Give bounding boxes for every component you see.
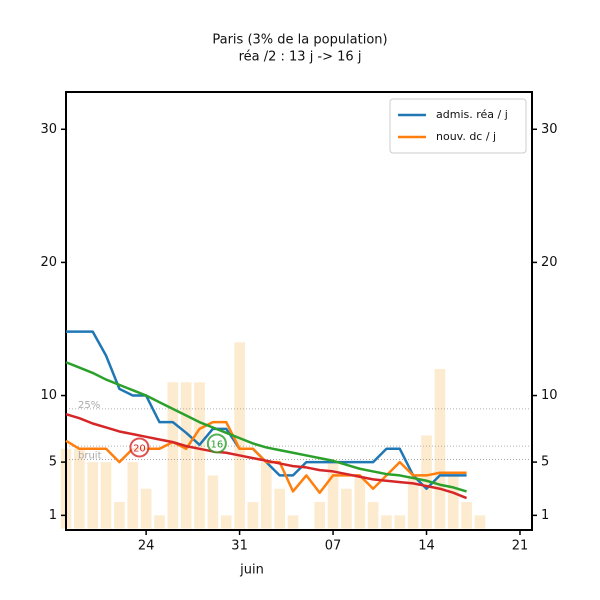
bar	[140, 488, 152, 529]
bar	[180, 382, 192, 529]
bar	[394, 515, 406, 529]
bar	[127, 462, 139, 529]
x-tick-label: 31	[231, 539, 248, 554]
y2-tick-label: 10	[541, 388, 558, 403]
annotation-label: 20	[133, 443, 146, 454]
bar	[434, 368, 446, 529]
bar	[287, 515, 299, 529]
bar	[407, 475, 419, 529]
bar	[381, 515, 392, 529]
bar	[314, 502, 326, 529]
bar	[421, 435, 432, 529]
x-tick-label: 14	[418, 539, 435, 554]
legend-label: admis. réa / j	[436, 108, 508, 121]
bar	[367, 502, 379, 529]
y2-tick-label: 20	[541, 255, 558, 270]
bar	[234, 342, 245, 529]
x-tick-label: 24	[138, 539, 155, 554]
bar	[247, 502, 259, 529]
month-label: juin	[239, 563, 264, 578]
y2-tick-label: 30	[541, 122, 558, 137]
bar	[354, 475, 366, 529]
y2-tick-label: 5	[541, 455, 549, 470]
y-tick-label: 10	[40, 388, 57, 403]
y2-tick-label: 1	[541, 508, 549, 523]
chart-subtitle: réa /2 : 13 j -> 16 j	[239, 50, 362, 65]
y-tick-label: 5	[49, 455, 57, 470]
bar	[114, 502, 125, 529]
x-tick-label: 07	[325, 539, 342, 554]
y-tick-label: 1	[49, 508, 57, 523]
bar	[87, 462, 99, 529]
bar	[74, 448, 85, 529]
bar	[207, 475, 219, 529]
annotation-marker	[129, 437, 150, 458]
bar	[194, 382, 205, 529]
bar	[327, 462, 339, 529]
bar	[154, 515, 165, 529]
reference-label: bruit	[78, 450, 102, 461]
bar	[474, 515, 486, 529]
x-tick-label: 21	[512, 539, 529, 554]
reference-label: 25%	[78, 400, 100, 411]
bar	[274, 488, 285, 529]
annotation-label: 16	[211, 439, 224, 450]
y-tick-label: 30	[40, 122, 57, 137]
bar	[447, 475, 459, 529]
y-tick-label: 20	[40, 255, 57, 270]
legend-box	[389, 98, 527, 154]
series-line	[65, 412, 468, 500]
bar	[461, 502, 472, 529]
bar	[167, 382, 179, 529]
bar	[341, 488, 352, 529]
bar	[260, 462, 272, 529]
bar	[220, 515, 232, 529]
bar	[100, 462, 112, 529]
chart-title: Paris (3% de la population)	[212, 33, 387, 48]
plot-frame	[65, 91, 533, 531]
annotation-marker	[206, 433, 227, 454]
legend-label: nouv. dc / j	[436, 130, 496, 143]
series-line	[65, 361, 467, 493]
